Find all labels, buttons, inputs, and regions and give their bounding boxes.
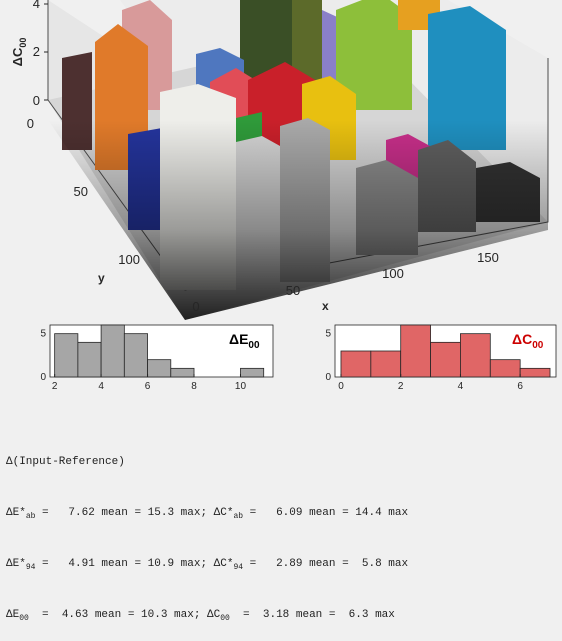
- hist1-title-main: ΔE: [229, 331, 248, 347]
- stats-left-prefix: ΔE: [6, 609, 20, 621]
- stats-row: ΔE*ab = 7.62 mean = 15.3 max; ΔC*ab = 6.…: [6, 505, 408, 522]
- z-ticks: 0 2 4: [33, 0, 48, 108]
- stats-row: ΔE*94 = 4.91 mean = 10.9 max; ΔC*94 = 2.…: [6, 556, 408, 573]
- stats-header: Δ(Input-Reference): [6, 456, 125, 468]
- z-label-sub: 00: [18, 38, 28, 48]
- x-tick-label: 0: [192, 299, 199, 314]
- hist1-xtick-label: 8: [191, 381, 197, 392]
- svg-text:ΔC00: ΔC00: [10, 38, 28, 67]
- hist1-bars: [54, 324, 265, 378]
- hist2-xtick-label: 0: [338, 381, 344, 392]
- hist2-xtick-label: 6: [517, 381, 523, 392]
- hist2-ytick-label: 5: [325, 329, 331, 340]
- hist2-xtick-label: 2: [398, 381, 404, 392]
- hist2-bar: [519, 367, 551, 378]
- stats-right-prefix: ΔC*: [213, 507, 234, 519]
- hist2-title-sub: 00: [532, 340, 544, 351]
- hist1-bar: [240, 367, 265, 378]
- z-label-main: ΔC: [10, 47, 25, 66]
- y-tick-label: 0: [27, 116, 34, 131]
- hist2-bar: [400, 324, 431, 378]
- stats-right-sub: ab: [233, 512, 244, 521]
- stats-right-prefix: ΔC*: [213, 558, 234, 570]
- z-axis-label: ΔC00: [10, 38, 28, 67]
- x-tick-label: 150: [477, 250, 499, 265]
- hist1-bar: [147, 359, 172, 378]
- y-tick-label: 100: [118, 252, 140, 267]
- bar-back-6: [336, 0, 412, 110]
- stats-left-value: = 4.91 mean = 10.9 max;: [35, 558, 214, 570]
- hist1-bar: [123, 333, 148, 378]
- hist1-bar: [100, 324, 125, 378]
- stats-left-value: = 4.63 mean = 10.3 max;: [28, 609, 208, 621]
- hist2-bar: [370, 350, 402, 378]
- hist2-bar: [430, 341, 461, 378]
- hist1-bar: [77, 341, 102, 378]
- hist1-xticks: 2 4 6 8 10: [52, 374, 247, 392]
- hist2-bar: [340, 350, 372, 378]
- stats-right-sub: 94: [233, 563, 244, 572]
- stats-row: ΔE00 = 4.63 mean = 10.3 max; ΔC00 = 3.18…: [6, 607, 408, 624]
- hist2-yticks: 05: [325, 329, 331, 383]
- hist2-title: ΔC00: [512, 331, 544, 351]
- y-ticks: 0 50 100: [27, 116, 140, 267]
- stats-panel: Δ(Input-Reference) ΔE*ab = 7.62 mean = 1…: [6, 420, 408, 641]
- main-3d-chart: 0 2 4 ΔC00 0 50 100 y 0 50 100 150 x: [10, 0, 549, 320]
- hist1-xtick-label: 6: [145, 381, 151, 392]
- hist1-ytick-label: 5: [40, 329, 46, 340]
- stats-left-sub: 94: [25, 563, 36, 572]
- hist2-bars: [340, 324, 551, 378]
- stats-left-prefix: ΔE*: [6, 558, 26, 570]
- hist2-title-main: ΔC: [512, 331, 532, 347]
- hist2-xticks: 0 2 4 6: [338, 374, 523, 392]
- stats-right-prefix: ΔC: [207, 609, 221, 621]
- hist1-ytick-label: 0: [40, 372, 46, 383]
- stats-left-value: = 7.62 mean = 15.3 max;: [35, 507, 214, 519]
- hist1-title-sub: 00: [248, 340, 260, 351]
- hist1-xtick-label: 2: [52, 381, 58, 392]
- y-axis-label: y: [98, 271, 105, 285]
- y-tick-label: 50: [74, 184, 88, 199]
- z-tick-label: 4: [33, 0, 40, 11]
- stats-right-value: = 6.09 mean = 14.4 max: [243, 507, 409, 519]
- bar-back-4: [292, 0, 322, 90]
- stats-left-prefix: ΔE*: [6, 507, 26, 519]
- histogram-delta-e00: 2 4 6 8 10 05 ΔE00: [40, 324, 274, 392]
- bar-shading: [48, 120, 548, 320]
- hist2-bar: [460, 333, 491, 378]
- stats-right-sub: 00: [220, 614, 230, 623]
- stats-right-value: = 2.89 mean = 5.8 max: [243, 558, 409, 570]
- hist1-title: ΔE00: [229, 331, 260, 351]
- x-tick-label: 100: [382, 266, 404, 281]
- z-tick-label: 2: [33, 44, 40, 59]
- hist2-ytick-label: 0: [325, 372, 331, 383]
- hist1-bar: [170, 367, 195, 378]
- stats-left-sub: 00: [19, 614, 29, 623]
- stats-right-value: = 3.18 mean = 6.3 max: [229, 609, 395, 621]
- hist1-bar: [54, 333, 79, 378]
- stats-left-sub: ab: [25, 512, 36, 521]
- hist2-xtick-label: 4: [458, 381, 464, 392]
- x-ticks: 0 50 100 150: [192, 250, 498, 314]
- hist1-xtick-label: 10: [235, 381, 247, 392]
- bar-back-8: [428, 6, 506, 150]
- hist1-yticks: 05: [40, 329, 46, 383]
- hist1-xtick-label: 4: [98, 381, 104, 392]
- hist2-bar: [489, 359, 521, 378]
- z-tick-label: 0: [33, 93, 40, 108]
- x-tick-label: 50: [286, 283, 300, 298]
- x-axis-label: x: [322, 299, 329, 313]
